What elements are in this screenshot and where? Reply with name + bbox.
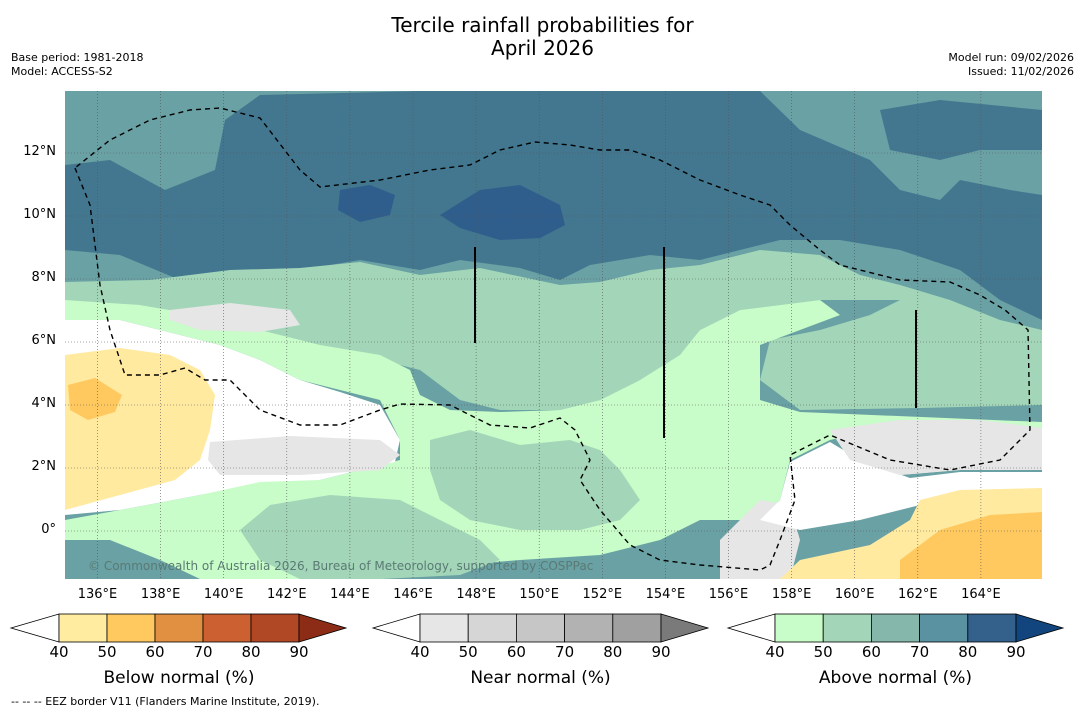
colorbar-tick-label: 70: [910, 643, 930, 661]
colorbar-segment: [612, 613, 662, 643]
meta-left: Base period: 1981-2018 Model: ACCESS-S2: [11, 51, 143, 79]
lon-tick-label: 154°E: [645, 587, 686, 602]
lat-tick-label: 8°N: [31, 270, 57, 285]
colorbar-segment: [154, 613, 204, 643]
gridlines: [65, 91, 1042, 579]
colorbar-extend-high: [298, 613, 348, 643]
colorbar-extend-high: [1015, 613, 1065, 643]
colorbars: [9, 613, 1065, 643]
colorbar-tick-label: 90: [651, 643, 671, 661]
colorbar-tick-label: 50: [97, 643, 117, 661]
lon-tick-label: 162°E: [898, 587, 938, 602]
no-dominant-region-east: [760, 442, 1042, 530]
colorbar-segment: [516, 613, 566, 643]
colorbar-segment: [202, 613, 252, 643]
lon-tick-label: 138°E: [140, 587, 181, 602]
lon-tick-label: 158°E: [771, 587, 812, 602]
colorbar-tick-label: 60: [506, 643, 526, 661]
colorbar-tick-label: 70: [193, 643, 213, 661]
map-area: [65, 91, 1042, 579]
lon-tick-label: 140°E: [203, 587, 244, 602]
lat-tick-label: 2°N: [31, 459, 57, 474]
colorbar-tick-label: 70: [555, 643, 575, 661]
colorbar-tick-label: 80: [603, 643, 623, 661]
eez-footnote: -- -- -- EEZ border V11 (Flanders Marine…: [11, 695, 320, 708]
copyright-text: © Commonwealth of Australia 2026, Bureau…: [88, 559, 594, 573]
colorbar-tick-label: 60: [861, 643, 881, 661]
title-line-2: April 2026: [491, 36, 594, 60]
meta-right: Model run: 09/02/2026 Issued: 11/02/2026: [948, 51, 1074, 79]
colorbar-extend-low: [9, 613, 60, 643]
lon-tick-label: 144°E: [330, 587, 370, 602]
colorbar-extend-low: [371, 613, 421, 643]
colorbar-tick-label: 40: [410, 643, 430, 661]
colorbar-tick-label: 50: [813, 643, 833, 661]
near-normal-50-region: [830, 420, 1042, 475]
colorbar-tick-label: 90: [1006, 643, 1026, 661]
base-period-text: Base period: 1981-2018: [11, 51, 144, 64]
lon-tick-label: 152°E: [582, 587, 623, 602]
colorbar-tick-label: 40: [765, 643, 785, 661]
lon-tick-label: 146°E: [393, 587, 433, 602]
colorbar-title: Above normal (%): [818, 668, 973, 688]
colorbar-segment: [919, 613, 969, 643]
colorbar-tick-label: 80: [241, 643, 261, 661]
model-text: Model: ACCESS-S2: [11, 65, 113, 78]
colorbar-tick-label: 60: [145, 643, 165, 661]
lat-tick-label: 0°: [41, 522, 56, 537]
near-normal-50-region: [170, 303, 300, 332]
below-normal-50-region-east: [900, 512, 1042, 579]
above-80-region: [440, 185, 565, 240]
colorbar-extend-high: [660, 613, 710, 643]
eez-border-north: [74, 107, 1031, 571]
above-70-region-ne: [880, 100, 1042, 160]
lon-tick-label: 164°E: [961, 587, 1001, 602]
title-line-1: Tercile rainfall probabilities for: [391, 13, 694, 37]
colorbar-segment: [106, 613, 156, 643]
colorbar-extend-low: [726, 613, 776, 643]
lon-tick-label: 148°E: [456, 587, 496, 602]
above-80-region: [338, 185, 395, 222]
colorbar-tick-label: 80: [958, 643, 978, 661]
above-50-region-south: [430, 430, 640, 530]
colorbar-title: Near normal (%): [470, 668, 611, 688]
colorbar-segment: [467, 613, 517, 643]
colorbar-segment: [58, 613, 108, 643]
issued-text: Issued: 11/02/2026: [967, 65, 1074, 78]
colorbar-segment: [564, 613, 614, 643]
lon-tick-label: 136°E: [77, 587, 118, 602]
colorbar-segment: [822, 613, 872, 643]
model-run-text: Model run: 09/02/2026: [948, 51, 1074, 64]
lat-tick-label: 6°N: [31, 333, 57, 348]
colorbar-tick-label: 40: [49, 643, 69, 661]
colorbar-segment: [774, 613, 824, 643]
near-normal-50-region: [208, 436, 400, 475]
lon-tick-label: 150°E: [519, 587, 559, 602]
chart-title: Tercile rainfall probabilities for April…: [0, 14, 1085, 60]
lat-tick-label: 12°N: [23, 144, 56, 159]
below-normal-50-region: [68, 378, 122, 420]
above-50-region: [65, 250, 1042, 410]
colorbar-segment: [871, 613, 921, 643]
colorbar-segment: [419, 613, 469, 643]
above-50-region-sw: [240, 495, 500, 579]
colorbar-segment: [967, 613, 1017, 643]
lon-tick-label: 156°E: [708, 587, 749, 602]
lat-tick-label: 4°N: [31, 396, 57, 411]
colorbar-tick-label: 50: [458, 643, 478, 661]
lon-tick-label: 142°E: [267, 587, 307, 602]
lon-tick-label: 160°E: [834, 587, 875, 602]
colorbar-segment: [250, 613, 300, 643]
colorbar-title: Below normal (%): [103, 668, 255, 688]
colorbar-tick-label: 90: [289, 643, 309, 661]
lat-tick-label: 10°N: [23, 207, 56, 222]
